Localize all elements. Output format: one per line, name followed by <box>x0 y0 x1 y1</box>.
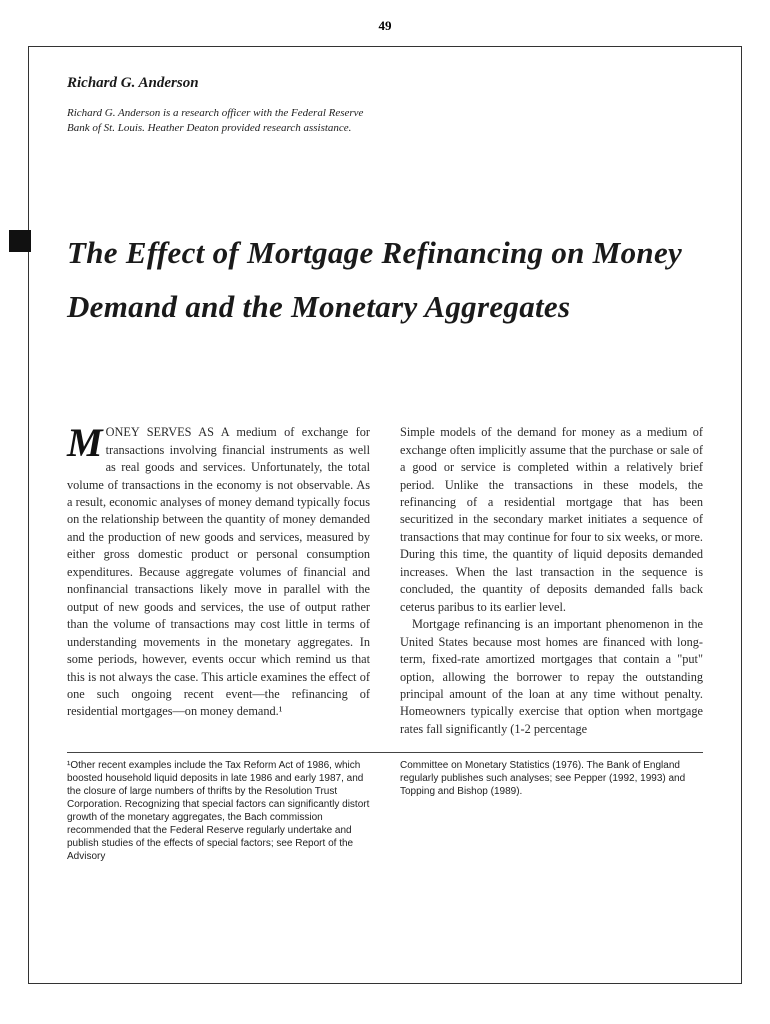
paragraph-text: ONEY SERVES AS A medium of exchange for … <box>67 425 370 718</box>
title-block: The Effect of Mortgage Refinancing on Mo… <box>67 226 703 335</box>
column-right: Simple models of the demand for money as… <box>400 424 703 738</box>
page-frame: Richard G. Anderson Richard G. Anderson … <box>28 46 742 984</box>
dropcap: M <box>67 424 106 460</box>
page-number: 49 <box>0 0 770 46</box>
footnote-columns: ¹Other recent examples include the Tax R… <box>67 759 703 863</box>
body-paragraph: MONEY SERVES AS A medium of exchange for… <box>67 424 370 721</box>
footnote-rule <box>67 752 703 753</box>
footnote-right: Committee on Monetary Statistics (1976).… <box>400 759 703 863</box>
author-name: Richard G. Anderson <box>67 75 703 92</box>
body-columns: MONEY SERVES AS A medium of exchange for… <box>67 424 703 738</box>
author-bio: Richard G. Anderson is a research office… <box>67 106 377 136</box>
body-paragraph: Mortgage refinancing is an important phe… <box>400 616 703 738</box>
article-title: The Effect of Mortgage Refinancing on Mo… <box>67 226 703 335</box>
column-left: MONEY SERVES AS A medium of exchange for… <box>67 424 370 738</box>
title-marker-icon <box>9 230 31 252</box>
footnote-left: ¹Other recent examples include the Tax R… <box>67 759 370 863</box>
body-paragraph: Simple models of the demand for money as… <box>400 424 703 616</box>
